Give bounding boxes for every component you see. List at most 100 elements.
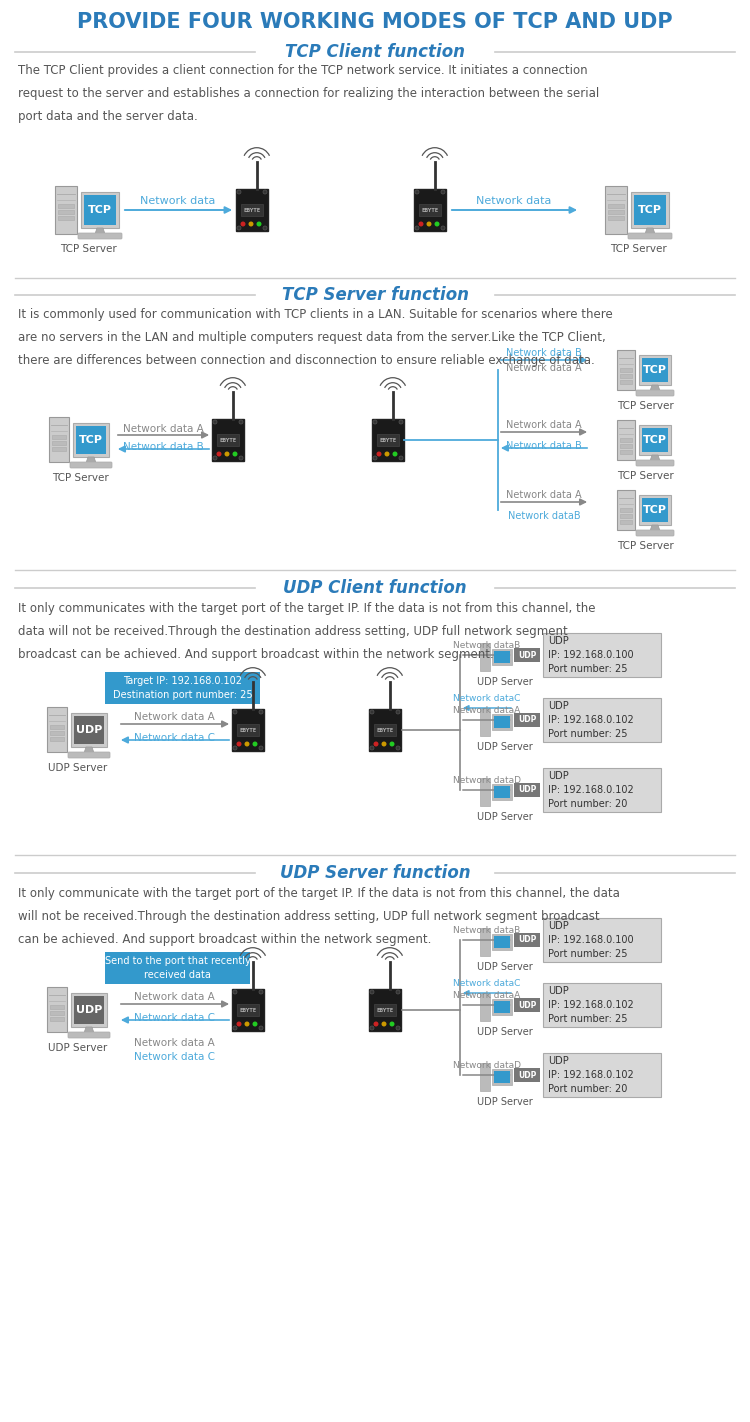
Text: Network data C: Network data C (134, 732, 214, 744)
Circle shape (382, 1021, 386, 1027)
Text: Network dataB: Network dataB (453, 641, 520, 650)
Text: UDP Server: UDP Server (477, 742, 532, 752)
Circle shape (376, 452, 382, 456)
Text: UDP: UDP (518, 936, 536, 944)
FancyBboxPatch shape (639, 495, 671, 525)
Text: EBYTE: EBYTE (220, 438, 236, 442)
FancyBboxPatch shape (480, 708, 490, 737)
Circle shape (392, 452, 398, 456)
Circle shape (370, 747, 374, 749)
Text: The TCP Client provides a client connection for the TCP network service. It init: The TCP Client provides a client connect… (18, 64, 599, 122)
FancyBboxPatch shape (71, 712, 107, 747)
Circle shape (236, 1021, 242, 1027)
FancyBboxPatch shape (58, 216, 74, 220)
Circle shape (399, 456, 403, 459)
FancyBboxPatch shape (47, 707, 67, 752)
Text: UDP Server: UDP Server (477, 812, 532, 822)
Circle shape (382, 741, 386, 747)
FancyBboxPatch shape (514, 933, 540, 947)
FancyBboxPatch shape (78, 233, 122, 239)
Text: UDP
IP: 192.168.0.102
Port number: 20: UDP IP: 192.168.0.102 Port number: 20 (548, 771, 634, 809)
FancyBboxPatch shape (47, 987, 67, 1032)
FancyBboxPatch shape (636, 390, 674, 395)
Text: Send to the port that recently
received data: Send to the port that recently received … (104, 956, 250, 980)
Circle shape (374, 1021, 379, 1027)
FancyBboxPatch shape (608, 216, 624, 220)
FancyBboxPatch shape (217, 434, 239, 447)
Text: It only communicate with the target port of the target IP. If the data is not fr: It only communicate with the target port… (18, 887, 620, 946)
Text: EBYTE: EBYTE (376, 1008, 394, 1012)
FancyBboxPatch shape (617, 350, 635, 390)
Text: TCP: TCP (643, 365, 667, 375)
Circle shape (415, 191, 419, 193)
Circle shape (248, 222, 254, 226)
Text: TCP Server: TCP Server (52, 474, 108, 483)
Text: EBYTE: EBYTE (239, 728, 256, 732)
Circle shape (396, 747, 400, 749)
Text: UDP
IP: 192.168.0.102
Port number: 25: UDP IP: 192.168.0.102 Port number: 25 (548, 701, 634, 739)
FancyBboxPatch shape (480, 993, 490, 1021)
FancyBboxPatch shape (620, 374, 632, 378)
FancyBboxPatch shape (480, 1064, 490, 1091)
Circle shape (239, 456, 243, 459)
FancyBboxPatch shape (514, 784, 540, 796)
FancyBboxPatch shape (608, 203, 624, 208)
Text: TCP Client function: TCP Client function (285, 43, 465, 61)
Circle shape (244, 1021, 250, 1027)
Text: Network data: Network data (140, 196, 216, 206)
FancyBboxPatch shape (105, 673, 260, 704)
Circle shape (370, 710, 374, 714)
FancyBboxPatch shape (232, 710, 264, 751)
Circle shape (373, 456, 377, 459)
FancyBboxPatch shape (494, 1071, 510, 1084)
FancyBboxPatch shape (634, 195, 666, 225)
FancyBboxPatch shape (514, 712, 540, 727)
Circle shape (263, 191, 267, 193)
Text: Network data A: Network data A (506, 419, 582, 429)
Text: UDP: UDP (518, 785, 536, 795)
FancyBboxPatch shape (74, 717, 104, 744)
Circle shape (396, 710, 400, 714)
FancyBboxPatch shape (68, 752, 110, 758)
Circle shape (239, 419, 243, 424)
Text: TCP: TCP (643, 505, 667, 515)
FancyBboxPatch shape (492, 1000, 512, 1015)
Text: Network data A: Network data A (134, 993, 214, 1003)
FancyBboxPatch shape (492, 784, 512, 801)
Circle shape (441, 226, 445, 230)
FancyBboxPatch shape (372, 419, 404, 461)
Text: TCP Server: TCP Server (616, 540, 674, 550)
Text: TCP Server: TCP Server (610, 245, 666, 255)
FancyBboxPatch shape (369, 710, 401, 751)
Text: Network dataC: Network dataC (453, 978, 520, 988)
Text: UDP Server: UDP Server (477, 963, 532, 973)
Text: UDP: UDP (518, 1001, 536, 1010)
FancyBboxPatch shape (74, 995, 104, 1024)
FancyBboxPatch shape (50, 725, 64, 729)
FancyBboxPatch shape (70, 462, 112, 468)
FancyBboxPatch shape (50, 737, 64, 741)
Polygon shape (650, 385, 660, 391)
FancyBboxPatch shape (543, 633, 661, 677)
Polygon shape (645, 228, 655, 235)
Circle shape (256, 222, 262, 226)
FancyBboxPatch shape (50, 1017, 64, 1021)
Text: UDP
IP: 192.168.0.102
Port number: 20: UDP IP: 192.168.0.102 Port number: 20 (548, 1057, 634, 1094)
Circle shape (374, 741, 379, 747)
Text: Network dataD: Network dataD (453, 776, 521, 785)
Text: Network dataB: Network dataB (508, 510, 580, 520)
FancyBboxPatch shape (492, 648, 512, 665)
Polygon shape (95, 228, 105, 235)
Circle shape (396, 1027, 400, 1030)
Circle shape (232, 452, 238, 456)
FancyBboxPatch shape (480, 929, 490, 956)
FancyBboxPatch shape (50, 731, 64, 735)
Text: EBYTE: EBYTE (376, 728, 394, 732)
FancyBboxPatch shape (543, 983, 661, 1027)
FancyBboxPatch shape (50, 1005, 64, 1010)
Polygon shape (84, 747, 94, 754)
Circle shape (233, 990, 237, 994)
Text: TCP: TCP (643, 435, 667, 445)
Circle shape (441, 191, 445, 193)
FancyBboxPatch shape (494, 651, 510, 663)
